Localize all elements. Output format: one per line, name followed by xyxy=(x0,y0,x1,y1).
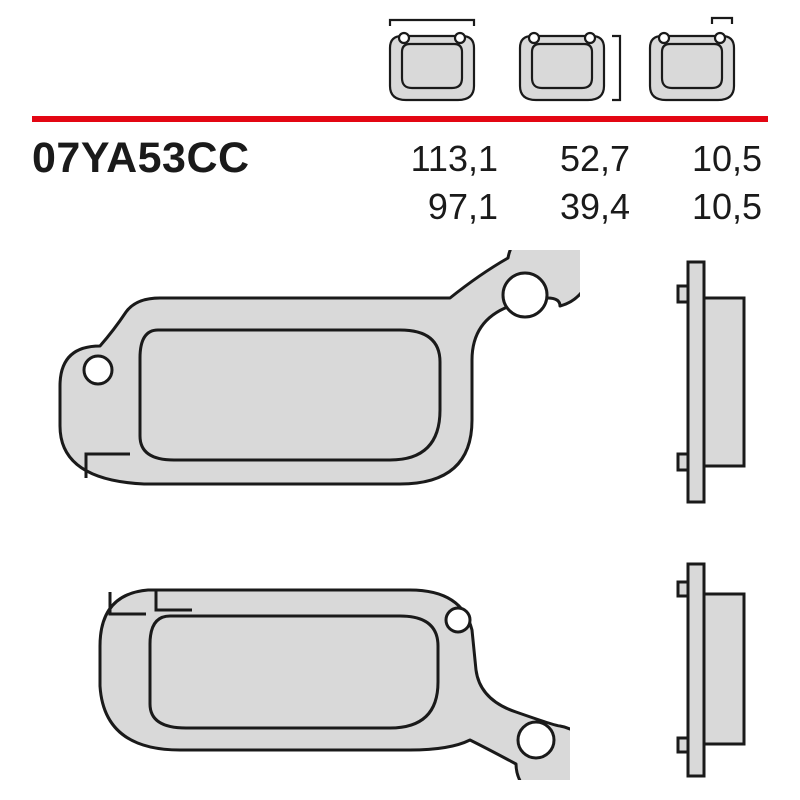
dim-thickness-1: 10,5 xyxy=(652,138,762,180)
brake-pad-2-side xyxy=(670,560,766,780)
legend-icons xyxy=(0,0,800,120)
part-number: 07YA53CC xyxy=(32,134,250,183)
dimensions-row-2: 97,1 39,4 10,5 xyxy=(388,186,774,228)
spec-sheet: { "part_number": "07YA53CC", "dimensions… xyxy=(0,0,800,800)
separator-line xyxy=(32,116,768,122)
dim-width-2: 97,1 xyxy=(388,186,498,228)
brake-pad-1-front xyxy=(40,250,580,510)
dim-height-2: 39,4 xyxy=(520,186,630,228)
brake-pad-1-side xyxy=(670,258,766,506)
brake-pad-2-front xyxy=(70,550,570,780)
dim-width-1: 113,1 xyxy=(388,138,498,180)
dim-height-1: 52,7 xyxy=(520,138,630,180)
dim-thickness-2: 10,5 xyxy=(652,186,762,228)
dimensions-row-1: 113,1 52,7 10,5 xyxy=(388,138,774,180)
